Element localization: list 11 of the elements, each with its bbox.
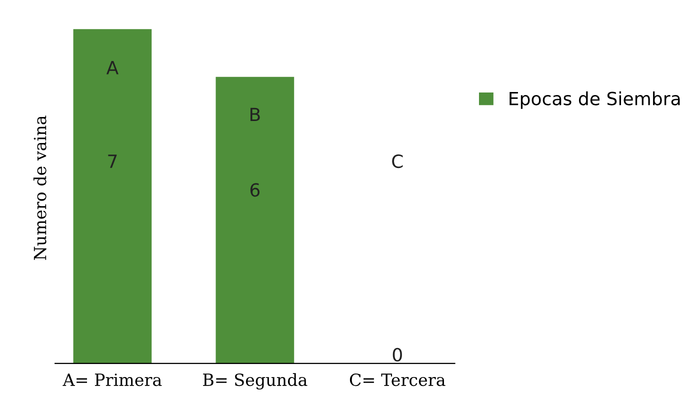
x-tick-label: C= Tercera — [350, 373, 446, 386]
data-label: 6 — [250, 183, 260, 197]
annotation: B — [250, 108, 260, 122]
data-label: 7 — [108, 154, 117, 168]
y-axis-title: Numero de vaina — [33, 116, 46, 260]
annotation: C — [392, 154, 403, 168]
x-tick-label: A= Primera — [62, 374, 162, 386]
x-tick-label: B= Segunda — [203, 373, 308, 390]
legend-label: Epocas de Siembra — [510, 91, 680, 109]
data-label: 0 — [392, 348, 402, 362]
annotation: A — [106, 61, 118, 74]
